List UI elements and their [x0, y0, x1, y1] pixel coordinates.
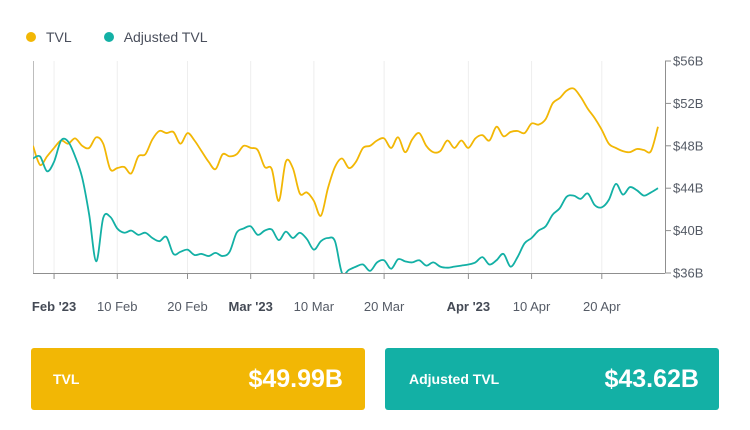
- y-tick-label-1: $52B: [673, 96, 703, 111]
- x-tick-label-0: Feb '23: [32, 299, 76, 314]
- tvl-line-chart[interactable]: $56B $52B $48B $44B $40B $36B Feb '23 10 Feb 20 …: [0, 0, 750, 330]
- x-tick-label-5: 20 Mar: [364, 299, 405, 314]
- x-tick-label-4: 10 Mar: [294, 299, 335, 314]
- series-line-tvl: [33, 87, 659, 217]
- y-tick-label-0: $56B: [673, 54, 703, 69]
- tvl-card-label: TVL: [53, 371, 80, 387]
- legend-label-tvl: TVL: [46, 29, 72, 45]
- x-tick-label-3: Mar '23: [229, 299, 273, 314]
- adjusted-tvl-summary-card: Adjusted TVL $43.62B: [385, 348, 719, 410]
- legend-item-adjusted-tvl[interactable]: Adjusted TVL: [103, 29, 208, 45]
- legend-label-adjusted-tvl: Adjusted TVL: [123, 29, 208, 45]
- y-tick-label-3: $44B: [673, 181, 703, 196]
- tvl-summary-card: TVL $49.99B: [31, 348, 365, 410]
- tvl-card-value: $49.99B: [248, 364, 343, 393]
- y-tick-label-4: $40B: [673, 223, 703, 238]
- series-line-adjusted-tvl: [33, 137, 659, 273]
- adjusted-tvl-card-value: $43.62B: [604, 364, 699, 393]
- legend-item-tvl[interactable]: TVL: [26, 29, 72, 45]
- x-tick-label-1: 10 Feb: [97, 299, 137, 314]
- x-tick-label-6: Apr '23: [447, 299, 491, 314]
- y-tick-label-2: $48B: [673, 138, 703, 153]
- x-tick-label-8: 20 Apr: [583, 299, 621, 314]
- chart-legend: TVL Adjusted TVL: [26, 29, 239, 45]
- x-tick-label-7: 10 Apr: [513, 299, 551, 314]
- y-tick-label-5: $36B: [673, 266, 703, 281]
- adjusted-tvl-card-label: Adjusted TVL: [409, 371, 500, 387]
- x-tick-label-2: 20 Feb: [167, 299, 207, 314]
- legend-dot-adjusted-tvl: [103, 32, 114, 42]
- legend-dot-tvl: [26, 32, 36, 42]
